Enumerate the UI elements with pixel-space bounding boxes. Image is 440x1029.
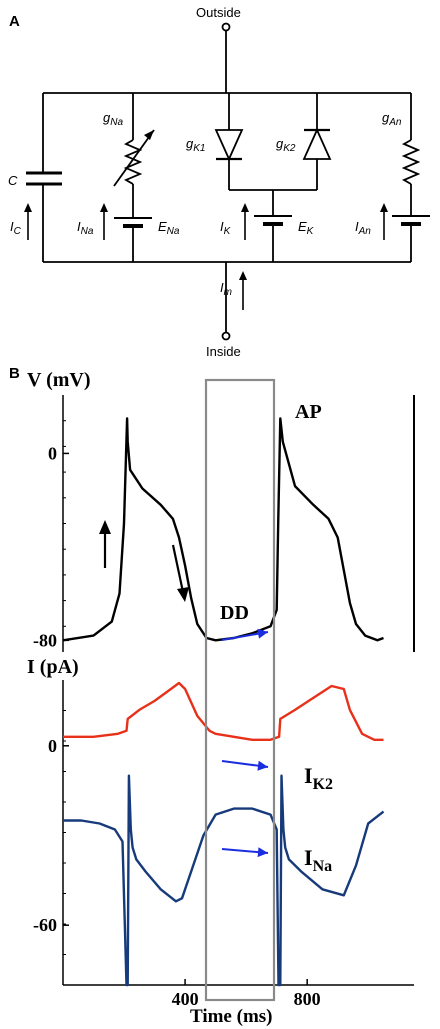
- anion-branch: [392, 93, 430, 262]
- anion-current-label: I: [355, 219, 359, 234]
- svg-text:IC: IC: [10, 219, 22, 237]
- x-tick-label: 400: [172, 989, 199, 1009]
- sodium-current-label: I: [77, 219, 81, 234]
- membrane-current-label: I: [220, 280, 224, 295]
- capacitor-current-label: I: [10, 219, 14, 234]
- inside-terminal: [221, 331, 231, 341]
- series-line-ik2: [63, 681, 384, 741]
- svg-text:EK: EK: [298, 219, 315, 237]
- y-tick-label: 0: [48, 443, 57, 463]
- svg-text:ENa: ENa: [158, 219, 180, 237]
- outside-terminal: [221, 22, 231, 32]
- potassium-current-sub: K: [224, 226, 232, 237]
- potassium-g1-label: g: [186, 136, 194, 151]
- ik2-label: I: [304, 763, 313, 788]
- y-tick-label: -60: [33, 915, 57, 935]
- voltage-axis-label: V (mV): [27, 369, 91, 391]
- sodium-reversal-label: E: [158, 219, 167, 234]
- series-line-ina: [63, 774, 385, 987]
- y-tick-label: 0: [48, 736, 57, 756]
- svg-text:gK1: gK1: [186, 136, 205, 154]
- svg-text:gK2: gK2: [276, 136, 296, 154]
- current-arrows: [24, 203, 388, 310]
- svg-text:INa: INa: [77, 219, 94, 237]
- current-axis-label: I (pA): [27, 656, 79, 678]
- svg-text:IAn: IAn: [355, 219, 371, 237]
- potassium-g2-sub: K2: [283, 143, 296, 154]
- ina-sub: Na: [313, 858, 333, 875]
- potassium-reversal-sub: K: [307, 226, 315, 237]
- sodium-branch: [113, 93, 155, 262]
- blue-arrowhead-2: [257, 847, 268, 858]
- anion-conductance-sub: An: [388, 117, 402, 128]
- anion-current-sub: An: [358, 226, 372, 237]
- repolarization-arrowhead: [177, 587, 189, 602]
- inside-label: Inside: [206, 344, 241, 359]
- potassium-branch: [214, 93, 332, 262]
- capacitor-label: C: [8, 173, 18, 188]
- sodium-reversal-sub: Na: [167, 226, 180, 237]
- anion-conductance-label: g: [382, 110, 390, 125]
- sodium-conductance-label: g: [103, 110, 111, 125]
- membrane-current-sub: m: [224, 287, 232, 298]
- blue-arrowhead-1: [257, 760, 268, 771]
- upstroke-arrowhead: [99, 520, 111, 534]
- repolarization-arrow: [171, 544, 185, 593]
- circuit-diagram: [24, 22, 430, 341]
- dd-highlight-box: [204, 378, 276, 1002]
- x-axis-label: Time (ms): [190, 1006, 273, 1027]
- svg-text:IK2: IK2: [304, 763, 333, 793]
- potassium-reversal-label: E: [298, 219, 307, 234]
- panel-a-label: A: [9, 13, 20, 30]
- capacitor-current-sub: C: [14, 226, 22, 237]
- svg-text:INa: INa: [304, 845, 332, 875]
- dd-annotation: DD: [220, 602, 249, 624]
- sodium-conductance-sub: Na: [110, 117, 123, 128]
- potassium-g2-label: g: [276, 136, 284, 151]
- svg-text:IK: IK: [220, 219, 232, 237]
- plot-layer: 0 -80 400 800 0 -60: [33, 378, 415, 1009]
- y-tick-label: -80: [33, 630, 57, 650]
- capacitor-branch: [26, 93, 62, 262]
- ina-label: I: [304, 845, 313, 870]
- blue-arrowhead-0: [257, 628, 268, 639]
- x-tick-label: 800: [294, 989, 321, 1009]
- panel-b-label: B: [9, 365, 20, 382]
- circuit-labels: A Outside Inside C IC gNa INa ENa gK1 gK…: [8, 5, 402, 359]
- potassium-g1-sub: K1: [193, 143, 205, 154]
- ap-annotation: AP: [295, 401, 322, 423]
- svg-text:gAn: gAn: [382, 110, 402, 128]
- svg-text:gNa: gNa: [103, 110, 123, 128]
- svg-text:Im: Im: [220, 280, 232, 298]
- potassium-current-label: I: [220, 219, 224, 234]
- variable-resistor-arrow: [113, 129, 155, 187]
- outside-label: Outside: [196, 5, 241, 20]
- sodium-current-sub: Na: [81, 226, 94, 237]
- ik2-sub: K2: [313, 776, 333, 793]
